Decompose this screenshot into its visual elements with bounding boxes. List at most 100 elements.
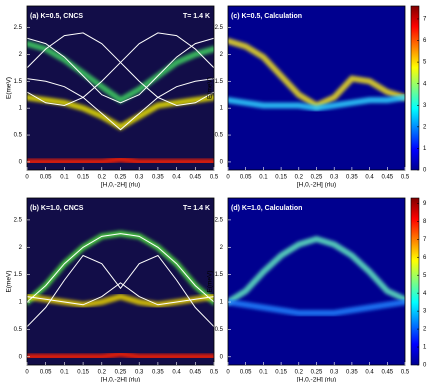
colorbar-tick-label: 3 [423, 309, 427, 315]
y-tick-label: 1 [19, 300, 23, 306]
x-tick-label: 0.15 [275, 370, 287, 376]
x-tick-label: 0.05 [40, 175, 52, 181]
intensity-band [228, 299, 405, 316]
x-tick-label: 0.45 [381, 370, 393, 376]
y-tick-label: 1.5 [215, 272, 224, 278]
colorbar-tick-label: 1 [423, 345, 427, 351]
x-tick-label: 0 [25, 370, 29, 376]
x-tick-label: 0.3 [135, 370, 144, 376]
y-tick-label: 0.5 [14, 133, 23, 139]
x-tick-label: 0.45 [189, 175, 201, 181]
x-tick-label: 0.3 [330, 370, 339, 376]
x-tick-label: 0.35 [346, 175, 358, 181]
colorbar-tick-label: 3 [423, 103, 427, 109]
x-tick-label: 0 [226, 175, 230, 181]
panel-title: (a) K=0.5, CNCS [30, 13, 83, 20]
colorbar-tick-label: 0 [423, 168, 427, 174]
x-tick-label: 0.15 [77, 370, 89, 376]
x-tick-label: 0.5 [401, 370, 410, 376]
y-tick-label: 0 [220, 354, 224, 360]
x-tick-label: 0.15 [77, 175, 89, 181]
colorbar-tick-label: 4 [423, 291, 427, 297]
intensity-band [228, 235, 405, 306]
y-tick-label: 0.5 [215, 133, 224, 139]
dispersion-curve [27, 78, 214, 131]
dispersion-curve [27, 282, 214, 306]
x-tick-label: 0.4 [365, 175, 374, 181]
colorbar-tick-label: 1 [423, 146, 427, 152]
y-tick-label: 2.5 [215, 25, 224, 31]
dispersion-curve [27, 233, 214, 303]
x-tick-label: 0.2 [98, 175, 107, 181]
x-tick-label: 0.5 [401, 175, 410, 181]
x-tick-label: 0.1 [259, 370, 268, 376]
colorbar-tick-label: 8 [423, 219, 427, 225]
intensity-band [27, 40, 214, 104]
x-tick-label: 0.35 [152, 175, 164, 181]
x-tick-label: 0.2 [295, 370, 304, 376]
y-tick-label: 2.5 [14, 25, 23, 31]
panel-title: (b) K=1.0, CNCS [30, 205, 84, 212]
panel-title: (c) K=0.5, Calculation [231, 13, 302, 20]
x-tick-label: 0.1 [60, 175, 69, 181]
x-tick-label: 0.5 [210, 370, 219, 376]
intensity-band [27, 156, 214, 165]
y-tick-label: 1.5 [14, 79, 23, 85]
y-axis-label: E(meV) [207, 77, 214, 99]
dispersion-curve [27, 32, 214, 106]
x-tick-label: 0.25 [115, 175, 127, 181]
y-axis-label: E(meV) [207, 270, 214, 292]
y-tick-label: 0 [19, 354, 23, 360]
y-tick-label: 2.5 [215, 217, 224, 223]
y-tick-label: 0.5 [215, 327, 224, 333]
colorbar-tick-label: 4 [423, 81, 427, 87]
y-tick-label: 1.5 [215, 79, 224, 85]
y-tick-label: 0 [220, 160, 224, 166]
x-tick-label: 0.25 [311, 370, 323, 376]
y-tick-label: 1 [220, 106, 224, 112]
intensity-band [27, 351, 214, 360]
x-axis-label: [H,0,-2H] (rlu) [297, 377, 336, 382]
x-tick-label: 0.45 [189, 370, 201, 376]
colorbar-tick-label: 9 [423, 201, 427, 207]
colorbar-tick-label: 7 [423, 17, 427, 23]
colorbar-tick-label: 6 [423, 255, 427, 261]
x-tick-label: 0.1 [259, 175, 268, 181]
x-tick-label: 0.05 [240, 175, 252, 181]
x-tick-label: 0.5 [210, 175, 219, 181]
y-axis-label: E(meV) [6, 270, 13, 292]
colorbar [410, 197, 420, 366]
x-axis-label: [H,0,-2H] (rlu) [101, 182, 140, 189]
annotation: T= 1.4 K [183, 205, 210, 212]
plot-background [27, 198, 214, 365]
colorbar-tick-label: 7 [423, 237, 427, 243]
y-tick-label: 1 [19, 106, 23, 112]
x-tick-label: 0.2 [295, 175, 304, 181]
y-tick-label: 1.5 [14, 272, 23, 278]
x-tick-label: 0.15 [275, 175, 287, 181]
x-axis-label: [H,0,-2H] (rlu) [297, 182, 336, 189]
x-tick-label: 0.1 [60, 370, 69, 376]
plot-background [27, 6, 214, 170]
x-tick-label: 0.45 [381, 175, 393, 181]
intensity-band [228, 94, 405, 112]
panel-title: (d) K=1.0, Calculation [231, 205, 302, 212]
x-tick-label: 0.4 [365, 370, 374, 376]
colorbar-tick-label: 2 [423, 124, 427, 130]
y-tick-label: 0.5 [14, 327, 23, 333]
x-tick-label: 0.4 [172, 175, 181, 181]
x-tick-label: 0.25 [311, 175, 323, 181]
plot-area [228, 235, 405, 316]
y-tick-label: 2 [19, 52, 23, 58]
x-tick-label: 0 [25, 175, 29, 181]
y-tick-label: 1 [220, 300, 224, 306]
x-tick-label: 0 [226, 370, 230, 376]
colorbar-tick-label: 6 [423, 38, 427, 44]
plot-area [27, 32, 214, 165]
colorbar-tick-label: 5 [423, 273, 427, 279]
y-tick-label: 2.5 [14, 217, 23, 223]
x-axis-label: [H,0,-2H] (rlu) [101, 377, 140, 382]
x-tick-label: 0.4 [172, 370, 181, 376]
x-tick-label: 0.25 [115, 370, 127, 376]
